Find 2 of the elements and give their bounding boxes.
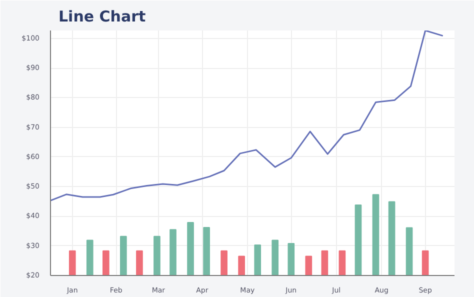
line-series xyxy=(50,30,444,202)
chart-title: Line Chart xyxy=(58,8,146,26)
